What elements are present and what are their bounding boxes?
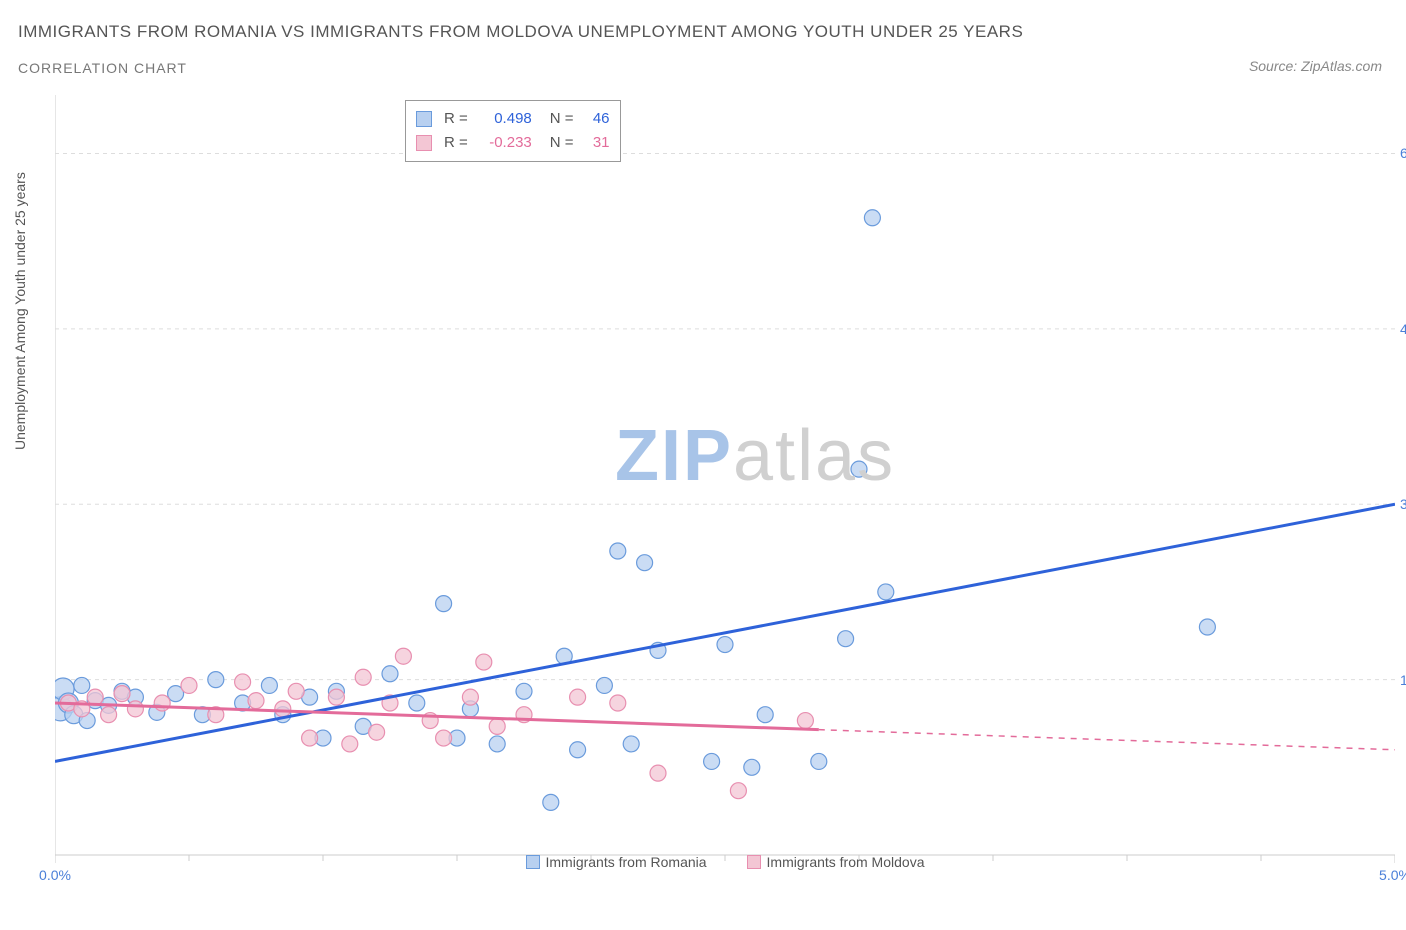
- legend-item-moldova: Immigrants from Moldova: [747, 854, 925, 870]
- y-axis-label: Unemployment Among Youth under 25 years: [12, 172, 28, 450]
- stats-row-romania: R = 0.498 N = 46: [416, 107, 610, 131]
- legend-swatch-icon: [526, 855, 540, 869]
- stats-r-value: 0.498: [476, 107, 532, 131]
- legend-swatch-icon: [747, 855, 761, 869]
- stats-n-value: 31: [582, 131, 610, 155]
- stats-r-label: R =: [444, 107, 468, 131]
- legend-bottom: Immigrants from Romania Immigrants from M…: [55, 854, 1395, 870]
- stats-swatch-icon: [416, 111, 432, 127]
- source-label: Source: ZipAtlas.com: [1249, 58, 1382, 74]
- stats-row-moldova: R = -0.233 N = 31: [416, 131, 610, 155]
- scatter-plot: [55, 95, 1395, 885]
- chart-title: IMMIGRANTS FROM ROMANIA VS IMMIGRANTS FR…: [18, 22, 1023, 42]
- stats-r-label: R =: [444, 131, 468, 155]
- stats-n-label: N =: [550, 107, 574, 131]
- stats-legend-box: R = 0.498 N = 46 R = -0.233 N = 31: [405, 100, 621, 162]
- stats-n-label: N =: [550, 131, 574, 155]
- chart-area: R =0.498N =46R =-0.233N =31 ZIPatlas 0.0…: [55, 95, 1395, 885]
- stats-n-value: 46: [582, 107, 610, 131]
- chart-subtitle: CORRELATION CHART: [18, 60, 187, 76]
- legend-item-romania: Immigrants from Romania: [526, 854, 707, 870]
- legend-label: Immigrants from Moldova: [767, 854, 925, 870]
- stats-r-value: -0.233: [476, 131, 532, 155]
- legend-label: Immigrants from Romania: [546, 854, 707, 870]
- stats-swatch-icon: [416, 135, 432, 151]
